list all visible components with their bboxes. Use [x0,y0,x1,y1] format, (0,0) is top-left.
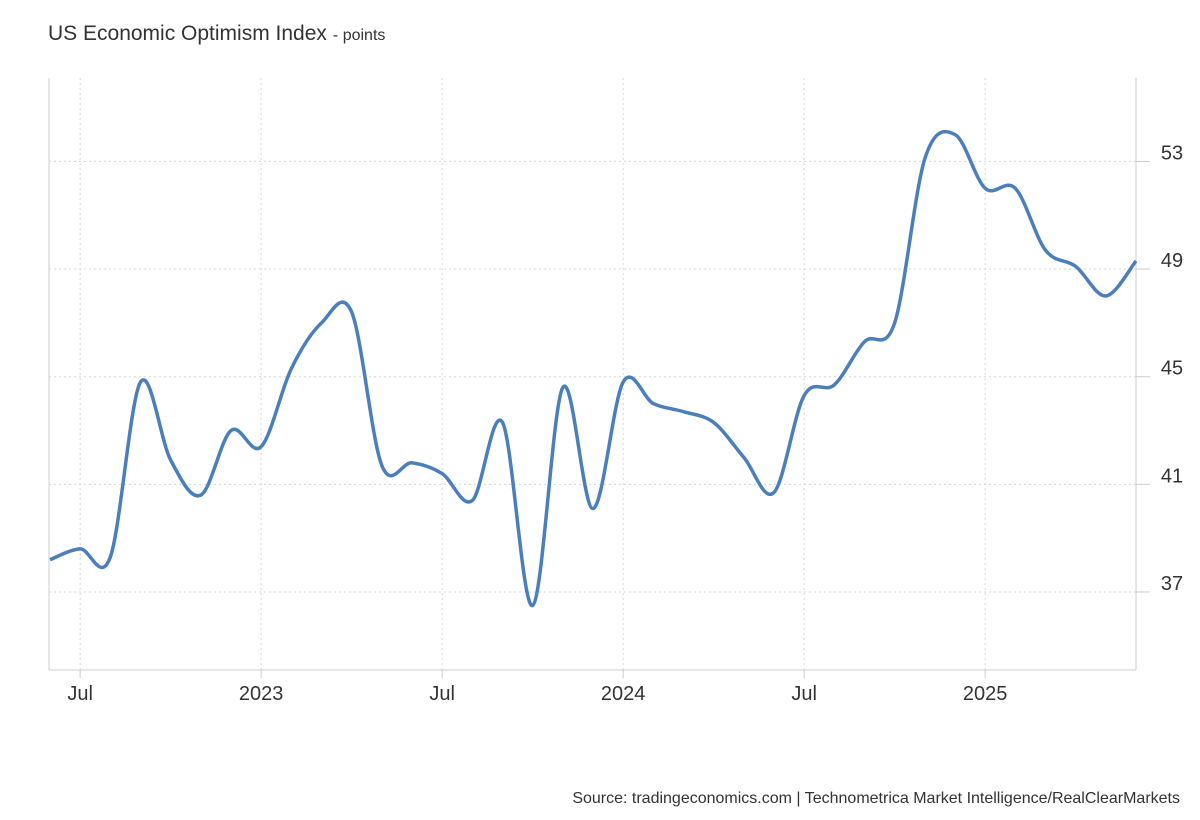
x-tick-label: Jul [67,683,93,705]
x-tick-label: 2023 [239,683,284,705]
x-tick-label: Jul [429,683,455,705]
x-tick-label: 2024 [601,683,646,705]
y-tick-label: 45 [1161,358,1183,380]
y-tick-label: 41 [1161,465,1183,487]
y-tick-label: 49 [1161,250,1183,272]
source-note: Source: tradingeconomics.com | Technomet… [572,790,1180,807]
chart-title: US Economic Optimism Index [48,22,327,45]
data-line [49,129,1138,608]
x-tick-label: Jul [791,683,817,705]
chart-subtitle: - points [333,27,385,44]
x-tick-label: 2025 [963,683,1008,705]
y-tick-label: 37 [1161,573,1183,595]
y-tick-label: 53 [1161,142,1183,164]
